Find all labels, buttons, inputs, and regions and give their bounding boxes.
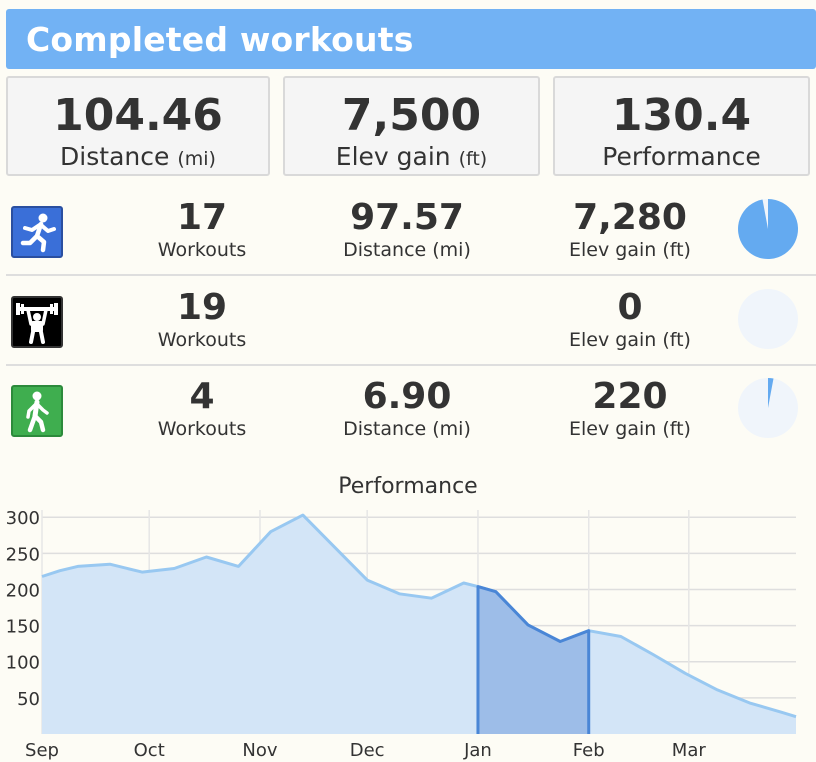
walking-elev-pie (738, 378, 798, 438)
summary-elev-unit: (ft) (458, 148, 488, 170)
weightlifting-elev-pie (738, 289, 798, 349)
weightlifting-elev: 0 Elev gain (ft) (520, 288, 740, 352)
walking-elev-value: 220 (592, 376, 668, 417)
x-tick-label: Nov (242, 740, 277, 761)
performance-chart: 50 100 150 200 250 300 Sep Oct Nov Dec Jan Feb Mar (6, 510, 797, 761)
y-tick-label: 100 (6, 653, 40, 674)
walking-distance-label: Distance (mi) (343, 418, 471, 440)
activity-row-weightlifting[interactable]: 19 Workouts 0 Elev gain (ft) (6, 268, 816, 356)
highlight-fill (477, 586, 589, 734)
x-tick-label: Jan (463, 740, 492, 761)
pie-slice (738, 199, 799, 259)
walking-elev: 220 Elev gain (ft) (520, 377, 740, 441)
y-tick-label: 150 (6, 617, 40, 638)
page-title: Completed workouts (26, 19, 414, 59)
chart-title: Performance (338, 474, 478, 499)
running-elev: 7,280 Elev gain (ft) (520, 198, 740, 262)
activity-row-walking[interactable]: 4 Workouts 6.90 Distance (mi) 220 Elev g… (6, 357, 816, 445)
row-divider (6, 274, 816, 276)
walking-distance: 6.90 Distance (mi) (297, 377, 517, 441)
x-tick-label: Feb (573, 740, 605, 761)
series-line (41, 513, 797, 719)
summary-distance-unit: (mi) (177, 148, 216, 170)
running-workouts: 17 Workouts (92, 198, 312, 262)
running-distance-value: 97.57 (350, 197, 464, 238)
highlight-line (476, 585, 591, 735)
running-elev-label: Elev gain (ft) (569, 239, 691, 261)
running-icon (11, 206, 63, 258)
weightlifting-elev-label: Elev gain (ft) (569, 329, 691, 351)
pie-slice (768, 378, 774, 408)
running-distance-label: Distance (mi) (343, 239, 471, 261)
header-bar: Completed workouts (6, 9, 816, 69)
summary-performance-card: 130.4 Performance (553, 76, 810, 176)
running-workouts-value: 17 (176, 197, 228, 238)
summary-elev-value: 7,500 (341, 90, 482, 141)
weightlifting-elev-value: 0 (617, 287, 643, 328)
running-elev-value: 7,280 (573, 197, 687, 238)
summary-performance-value: 130.4 (611, 90, 752, 141)
walking-elev-label: Elev gain (ft) (569, 418, 691, 440)
walking-distance-value: 6.90 (362, 376, 452, 417)
running-distance: 97.57 Distance (mi) (297, 198, 517, 262)
y-tick-label: 50 (17, 689, 40, 710)
running-workouts-label: Workouts (157, 239, 247, 261)
y-tick-label: 300 (6, 510, 40, 529)
activity-row-running[interactable]: 17 Workouts 97.57 Distance (mi) 7,280 El… (6, 178, 816, 266)
x-tick-label: Oct (134, 740, 165, 761)
y-tick-label: 200 (6, 580, 40, 601)
weightlifting-workouts-label: Workouts (157, 329, 247, 351)
chart-x-ticks: Sep Oct Nov Dec Jan Feb Mar (25, 740, 706, 761)
summary-distance-label: Distance (mi) (60, 142, 216, 171)
summary-distance-card: 104.46 Distance (mi) (6, 76, 270, 176)
weightlifting-workouts-value: 19 (176, 287, 228, 328)
summary-elev-card: 7,500 Elev gain (ft) (283, 76, 540, 176)
x-tick-label: Dec (350, 740, 385, 761)
chart-y-ticks: 50 100 150 200 250 300 (6, 510, 40, 710)
x-tick-label: Sep (25, 740, 59, 761)
summary-distance-value: 104.46 (53, 90, 223, 141)
pie-background (738, 289, 798, 349)
walking-workouts-label: Workouts (157, 418, 247, 440)
summary-performance-label: Performance (602, 142, 761, 171)
weightlifting-icon (11, 296, 63, 348)
walking-workouts-value: 4 (189, 376, 215, 417)
y-tick-label: 250 (6, 544, 40, 565)
running-elev-pie (738, 199, 799, 259)
x-tick-label: Mar (672, 740, 707, 761)
walking-workouts: 4 Workouts (92, 377, 312, 441)
weightlifting-workouts: 19 Workouts (92, 288, 312, 352)
summary-elev-label: Elev gain (ft) (335, 142, 488, 171)
area-fill (42, 515, 796, 734)
chart-highlight (476, 585, 591, 735)
row-divider (6, 364, 816, 366)
chart-area (41, 513, 797, 734)
walking-icon (11, 385, 63, 437)
